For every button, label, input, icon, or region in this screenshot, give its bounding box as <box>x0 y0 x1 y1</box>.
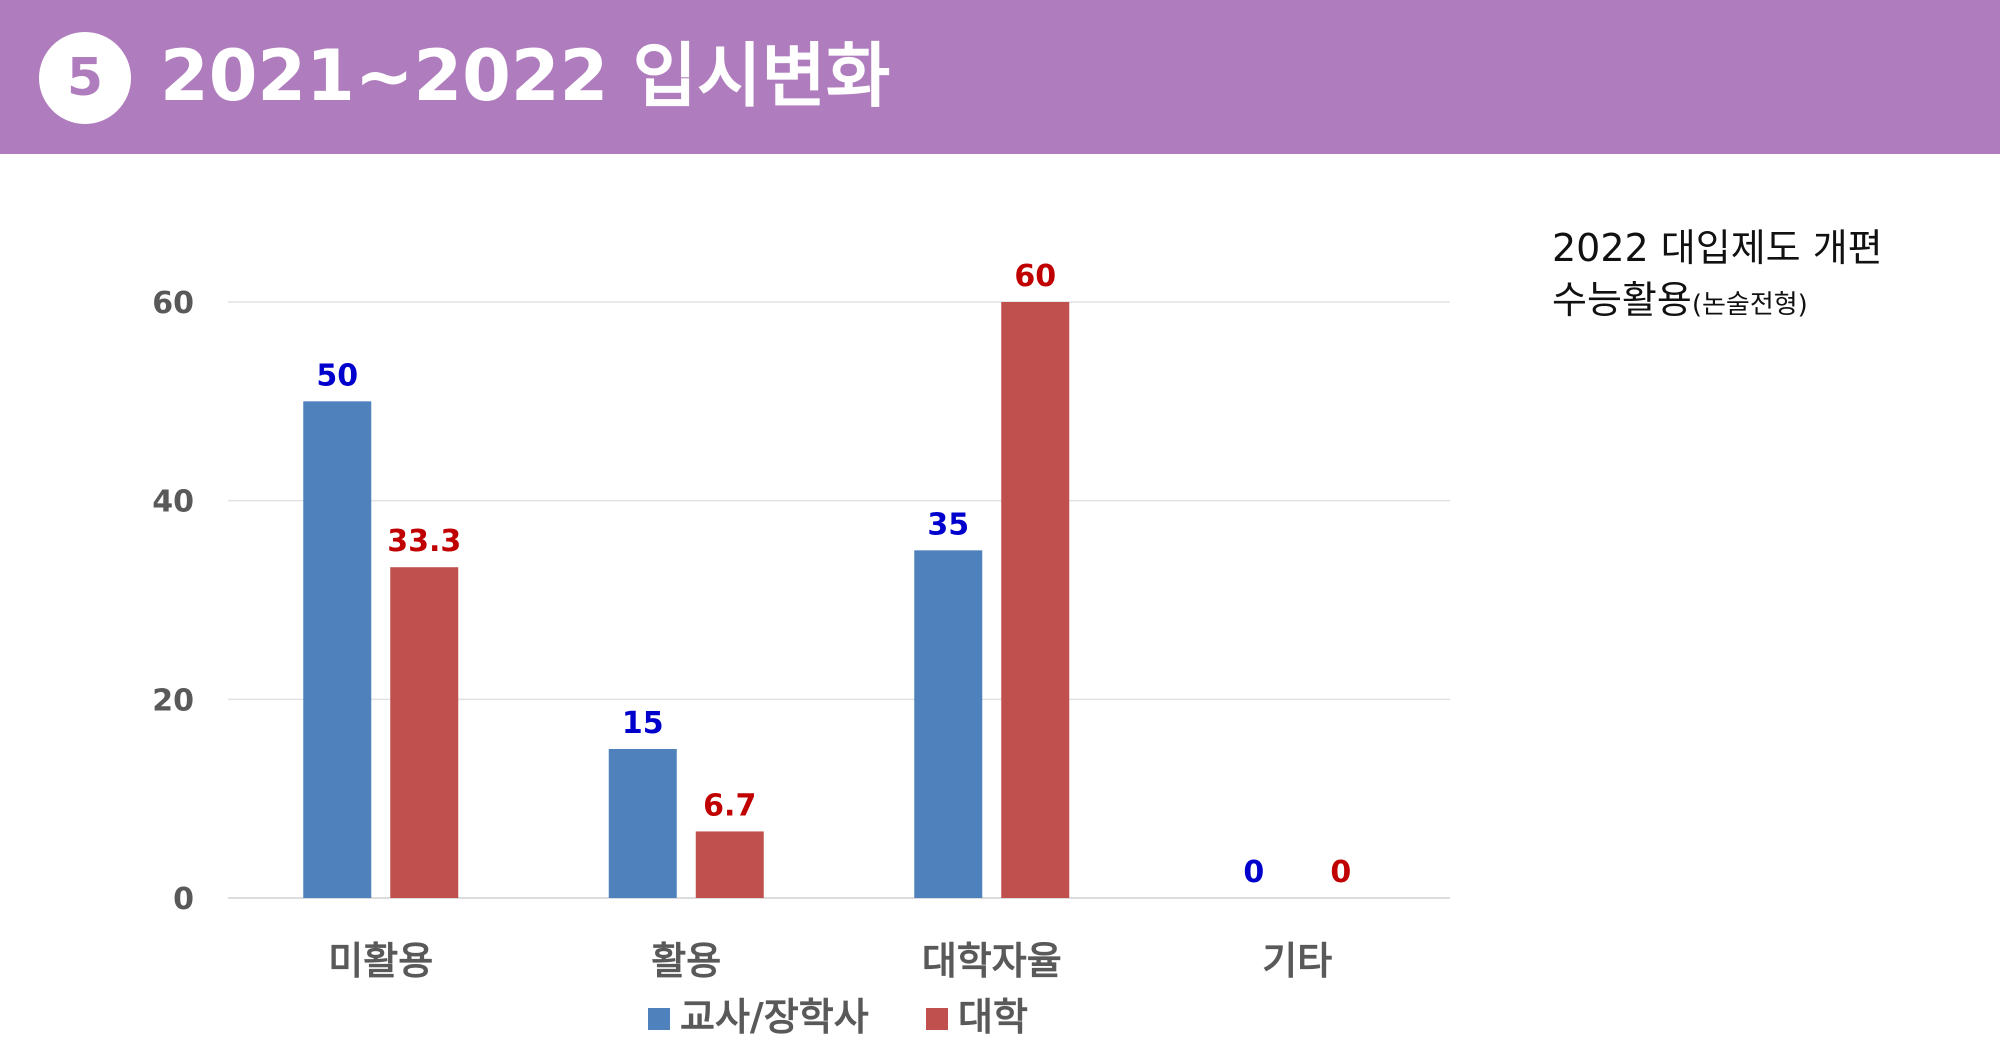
y-tick-label: 0 <box>173 882 194 917</box>
header-bar: 5 2021~2022 입시변화 <box>0 0 2000 154</box>
data-label: 35 <box>927 507 969 542</box>
bar-chart: 0 20 40 60 50 33.3 미활용 15 6.7 활용 35 60 대학자율 0 0 기타교사/장학… <box>152 259 1450 1039</box>
y-tick-label: 20 <box>152 683 194 718</box>
side-note-line2-small: (논술전형) <box>1691 290 1808 320</box>
legend-label: 대학 <box>958 995 1028 1039</box>
data-label: 0 <box>1243 855 1264 890</box>
y-tick-label: 40 <box>152 485 194 520</box>
legend-label: 교사/장학사 <box>680 995 869 1039</box>
legend-swatch <box>926 1008 948 1030</box>
data-label: 0 <box>1330 855 1351 890</box>
section-number-badge: 5 <box>39 32 131 124</box>
x-category-label: 미활용 <box>328 939 433 983</box>
x-category-label: 기타 <box>1262 939 1332 983</box>
data-label: 60 <box>1014 259 1056 294</box>
bar <box>390 567 459 898</box>
page-title: 2021~2022 입시변화 <box>160 35 891 117</box>
bar <box>608 749 677 898</box>
bar <box>914 550 983 898</box>
legend-swatch <box>648 1008 670 1030</box>
side-note-line1: 2022 대입제도 개편 <box>1552 226 1883 270</box>
data-label: 15 <box>622 706 664 741</box>
bar <box>303 401 372 898</box>
side-note: 2022 대입제도 개편 수능활용(논술전형) <box>1552 222 1883 331</box>
data-label: 33.3 <box>387 524 461 559</box>
data-label: 6.7 <box>703 788 756 823</box>
bar <box>695 831 764 898</box>
y-tick-label: 60 <box>152 286 194 321</box>
side-note-line2: 수능활용(논술전형) <box>1552 274 1883 331</box>
data-label: 50 <box>316 358 358 393</box>
side-note-line2-main: 수능활용 <box>1552 278 1692 322</box>
x-category-label: 활용 <box>651 939 721 983</box>
x-category-label: 대학자율 <box>922 939 1062 983</box>
bar <box>1001 302 1070 898</box>
